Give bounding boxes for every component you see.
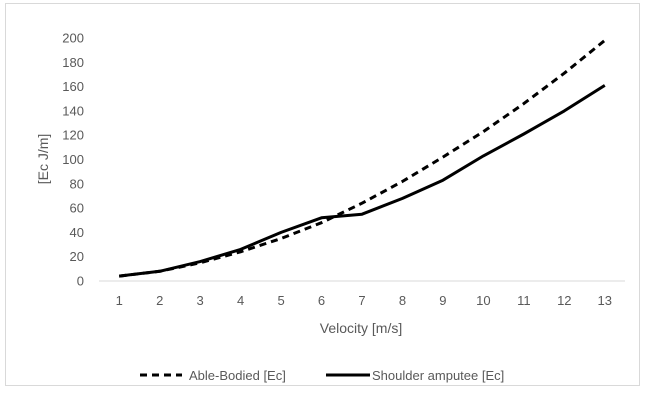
x-tick-label: 13 <box>598 293 612 308</box>
x-tick-label: 8 <box>399 293 406 308</box>
legend-label-shoulder-amputee: Shoulder amputee [Ec] <box>372 368 504 383</box>
x-tick-label: 7 <box>358 293 365 308</box>
legend-label-able-bodied: Able-Bodied [Ec] <box>189 368 286 383</box>
y-axis: 0 20 40 60 80 100 120 140 160 180 200 <box>62 31 84 289</box>
x-tick-label: 11 <box>517 293 531 308</box>
y-tick-label: 100 <box>62 152 84 167</box>
y-tick-label: 120 <box>62 128 84 143</box>
chart-frame <box>5 3 640 386</box>
x-tick-label: 1 <box>116 293 123 308</box>
y-axis-title: [Ec J/m] <box>35 134 51 185</box>
x-tick-label: 5 <box>277 293 284 308</box>
x-tick-label: 12 <box>557 293 571 308</box>
y-tick-label: 180 <box>62 55 84 70</box>
y-tick-label: 40 <box>70 225 84 240</box>
x-tick-label: 6 <box>318 293 325 308</box>
series-layer <box>119 39 606 278</box>
y-tick-label: 60 <box>70 201 84 216</box>
y-tick-label: 20 <box>70 249 84 264</box>
y-tick-label: 200 <box>62 31 84 46</box>
y-tick-label: 0 <box>77 274 84 289</box>
y-tick-label: 140 <box>62 103 84 118</box>
x-tick-label: 10 <box>476 293 490 308</box>
y-tick-label: 160 <box>62 79 84 94</box>
legend: Able-Bodied [Ec] Shoulder amputee [Ec] <box>140 368 504 383</box>
x-tick-label: 4 <box>237 293 244 308</box>
x-axis: 1 2 3 4 5 6 7 8 9 10 11 12 13 <box>116 293 612 308</box>
y-tick-label: 80 <box>70 176 84 191</box>
x-tick-label: 9 <box>439 293 446 308</box>
series-line-able-bodied <box>119 39 606 278</box>
x-tick-label: 3 <box>197 293 204 308</box>
x-tick-label: 2 <box>156 293 163 308</box>
x-axis-title: Velocity [m/s] <box>320 320 402 336</box>
series-line-shoulder-amputee <box>119 84 606 278</box>
